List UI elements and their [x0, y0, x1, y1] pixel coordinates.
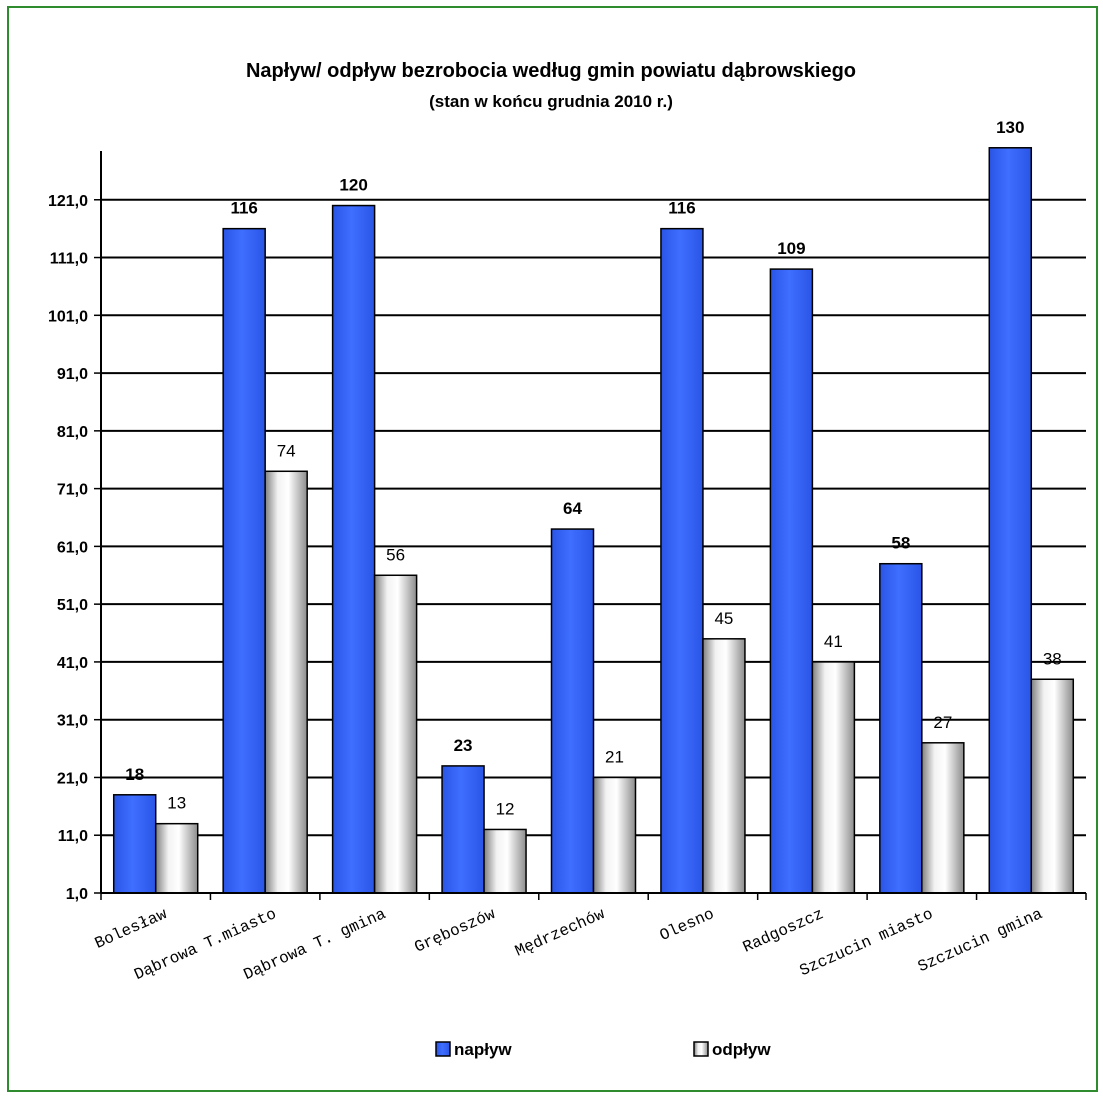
bar-odpływ: [592, 776, 637, 894]
bar-odpływ: [264, 470, 308, 894]
y-tick-label: 121,0: [48, 193, 88, 210]
y-tick-label: 61,0: [57, 539, 88, 556]
bar-odpływ: [811, 661, 856, 894]
data-label-napływ: 130: [996, 118, 1024, 137]
x-tick-label: Szczucin gmina: [915, 905, 1045, 976]
data-label-napływ: 109: [777, 239, 805, 258]
bar-odpływ: [921, 742, 965, 894]
y-axis-tick-labels: 1,0 11,0 21,0 31,0 41,0 51,0 61,0 71,0 81,0 91,0 1…: [48, 193, 101, 903]
legend-swatch-odpływ: [693, 1041, 709, 1057]
y-tick-label: 11,0: [58, 828, 88, 845]
data-label-napływ: 116: [668, 199, 695, 218]
bar-napływ: [441, 765, 485, 894]
data-labels: 18 13 116 74 120 56 23 12 64 21 116 45 109 41 58 27 130 3…: [125, 118, 1061, 819]
bar-odpływ: [1030, 678, 1075, 894]
y-tick-label: 41,0: [57, 655, 88, 672]
data-label-napływ: 120: [339, 176, 367, 195]
bar-napływ: [660, 227, 704, 894]
legend-label-napływ: napływ: [454, 1040, 512, 1059]
data-label-odpływ: 13: [167, 794, 186, 813]
x-tick-label: Olesno: [657, 905, 717, 945]
bars: [112, 147, 1075, 894]
axes: [100, 151, 1087, 900]
data-label-odpływ: 21: [605, 747, 624, 766]
data-label-odpływ: 12: [496, 799, 515, 818]
y-tick-label: 1,0: [66, 886, 88, 903]
y-tick-label: 71,0: [57, 482, 88, 499]
x-tick-label: Radgoszcz: [740, 905, 826, 957]
x-tick-label: Mędrzechów: [512, 905, 607, 961]
data-label-napływ: 116: [230, 199, 257, 218]
y-tick-label: 91,0: [57, 366, 88, 383]
y-tick-label: 101,0: [48, 308, 88, 325]
x-tick-label: Gręboszów: [412, 905, 499, 957]
data-label-odpływ: 56: [386, 545, 405, 564]
chart-subtitle: (stan w końcu grudnia 2010 r.): [429, 92, 673, 111]
legend-label-odpływ: odpływ: [712, 1040, 771, 1059]
bar-odpływ: [702, 638, 746, 894]
data-label-odpływ: 41: [824, 632, 843, 651]
data-label-napływ: 18: [125, 765, 144, 784]
x-tick-label: Bolesław: [92, 905, 170, 953]
bar-odpływ: [483, 828, 527, 894]
data-label-odpływ: 45: [714, 609, 733, 628]
data-label-napływ: 64: [563, 499, 582, 518]
bar-napływ: [879, 562, 923, 894]
legend: napływ odpływ: [435, 1040, 771, 1059]
bar-napływ: [112, 794, 157, 894]
y-tick-label: 81,0: [57, 424, 88, 441]
y-tick-label: 111,0: [50, 251, 88, 268]
data-label-odpływ: 74: [277, 441, 296, 460]
bar-odpływ: [154, 822, 199, 894]
y-tick-label: 31,0: [57, 713, 88, 730]
legend-swatch-napływ: [435, 1041, 451, 1057]
data-label-odpływ: 27: [933, 713, 952, 732]
bar-napływ: [769, 268, 814, 894]
data-label-odpływ: 38: [1043, 649, 1062, 668]
chart-title: Napływ/ odpływ bezrobocia według gmin po…: [246, 60, 856, 82]
bar-odpływ: [373, 574, 418, 894]
y-tick-label: 51,0: [57, 597, 88, 614]
bar-napływ: [988, 147, 1033, 894]
bar-napływ: [222, 227, 266, 894]
data-label-napływ: 58: [891, 534, 910, 553]
y-tick-label: 21,0: [57, 770, 88, 787]
bar-napływ: [550, 528, 595, 894]
bar-napływ: [331, 204, 376, 894]
data-label-napływ: 23: [454, 736, 473, 755]
